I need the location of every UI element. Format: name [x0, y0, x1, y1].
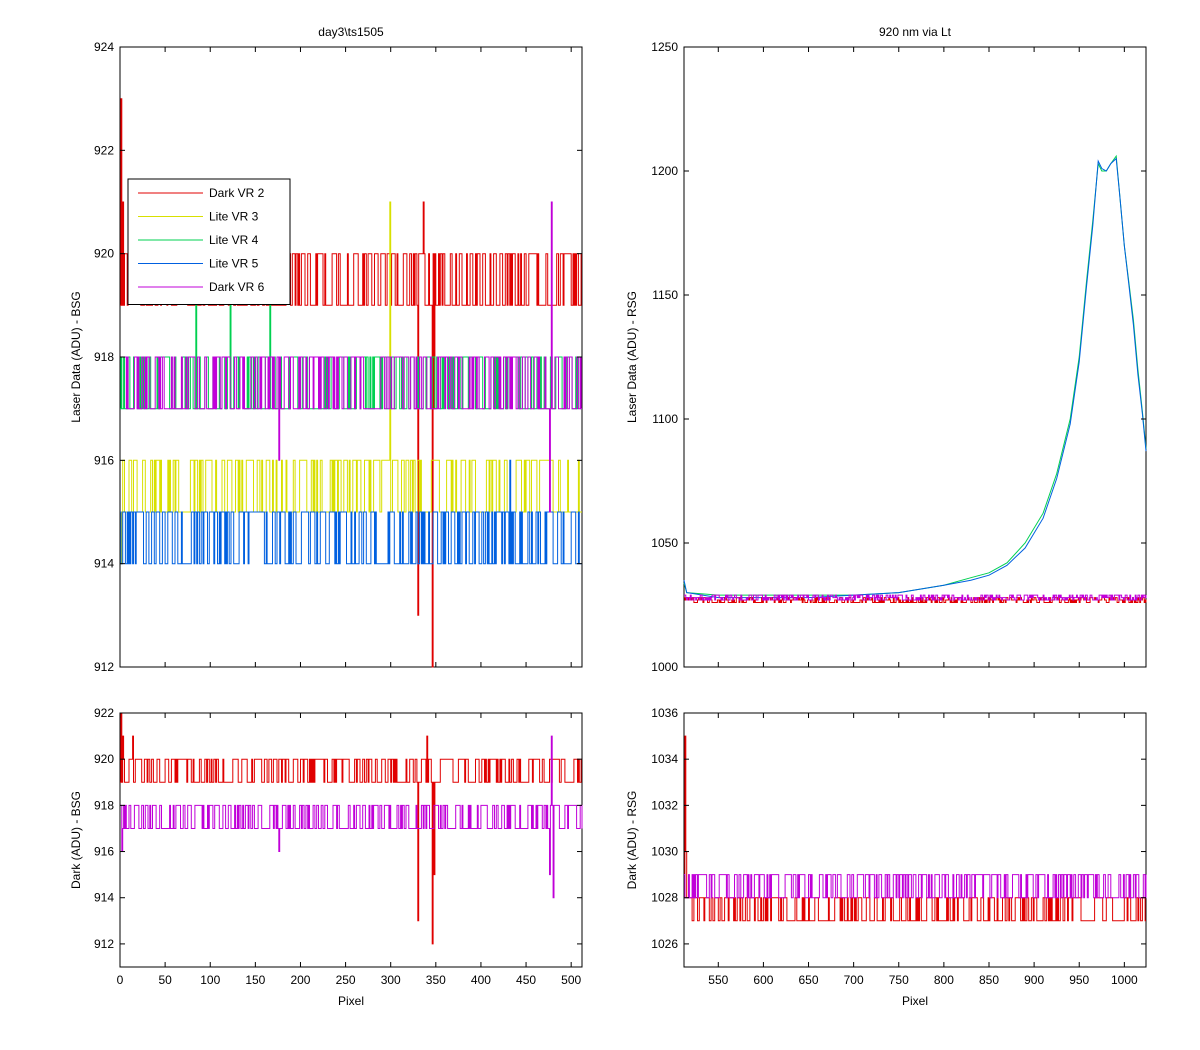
plot-area [119, 712, 583, 968]
panel-bottom-right: 1026 1028 1030 1032 1034 1036 550 600 650 700 750 8… [625, 706, 1147, 1008]
series-line-lite-vr-5 [683, 157, 1147, 599]
y-tick-label: 920 [94, 247, 114, 261]
series-line-lite-vr-3 [120, 201, 582, 565]
legend-label-dark-vr-6: Dark VR 6 [209, 280, 265, 294]
x-tick-label: 950 [1069, 973, 1089, 987]
x-tick-label: 1000 [1111, 973, 1138, 987]
series-layer [684, 735, 1147, 922]
y-tick-label: 1150 [652, 288, 678, 302]
legend-label-dark-vr-2: Dark VR 2 [209, 186, 265, 200]
series-line-lite-vr-5 [120, 459, 582, 565]
y-tick-label: 1050 [651, 536, 678, 550]
x-tick-label: 600 [753, 973, 773, 987]
x-tick-label: 650 [799, 973, 819, 987]
x-tick-label: 700 [844, 973, 864, 987]
y-tick-label: 918 [94, 350, 114, 364]
y-tick-label: 920 [94, 752, 114, 766]
x-tick-label: 250 [336, 973, 356, 987]
axis-layer: 1026 1028 1030 1032 1034 1036 550 600 650 700 750 8… [651, 706, 1146, 987]
series-layer [120, 712, 583, 945]
axis-layer: 1000 1050 1100 1150 1200 1250 [651, 40, 1146, 674]
x-tick-label: 200 [290, 973, 310, 987]
plot-area [683, 712, 1147, 968]
y-tick-label: 1200 [651, 164, 678, 178]
x-tick-label: 100 [200, 973, 220, 987]
y-tick-label: 912 [94, 660, 114, 674]
y-tick-label: 1100 [652, 412, 678, 426]
panel-top-left: 912 914 916 918 920 922 924 day3\ts1505 Laser … [69, 25, 583, 674]
y-tick-label: 1030 [651, 845, 678, 859]
legend-label-lite-vr-3: Lite VR 3 [209, 210, 259, 224]
legend-label-lite-vr-4: Lite VR 4 [209, 233, 259, 247]
legend-label-lite-vr-5: Lite VR 5 [209, 257, 259, 271]
y-tick-label: 1034 [651, 752, 678, 766]
y-tick-label: 1032 [651, 798, 678, 812]
chart-title: day3\ts1505 [318, 25, 384, 39]
legend-box [127, 178, 291, 305]
panel-bottom-left: 912 914 916 918 920 922 0 50 100 150 200 250 300 350 4… [69, 706, 583, 1008]
x-axis-label: Pixel [902, 994, 928, 1008]
series-line-dark-vr-6 [684, 594, 1147, 601]
y-tick-label: 922 [94, 143, 114, 157]
panel-top-right: 1000 1050 1100 1150 1200 1250 920 nm via Lt L… [625, 25, 1147, 674]
y-tick-label: 914 [94, 891, 114, 905]
series-line-dark-vr-6 [120, 735, 583, 899]
y-tick-label: 924 [94, 40, 114, 54]
y-tick-label: 1000 [651, 660, 678, 674]
y-axis-label: Laser Data (ADU) - RSG [625, 291, 639, 423]
plot-area [683, 46, 1147, 668]
series-layer [120, 98, 582, 668]
x-tick-label: 900 [1024, 973, 1044, 987]
series-line-dark-vr-2 [120, 712, 582, 945]
series-layer [683, 154, 1147, 603]
series-line-dark-vr-6 [684, 874, 1147, 899]
x-tick-label: 450 [516, 973, 536, 987]
chart-title: 920 nm via Lt [879, 25, 952, 39]
y-tick-label: 1028 [651, 891, 678, 905]
series-line-dark-vr-6 [120, 201, 582, 513]
x-tick-label: 400 [471, 973, 491, 987]
x-tick-label: 750 [889, 973, 909, 987]
axis-layer: 912 914 916 918 920 922 924 [94, 40, 582, 674]
y-tick-label: 1250 [651, 40, 678, 54]
x-tick-label: 550 [708, 973, 728, 987]
x-tick-label: 300 [381, 973, 401, 987]
y-tick-label: 912 [94, 937, 114, 951]
y-tick-label: 1036 [651, 706, 678, 720]
series-line-dark-vr-2 [120, 98, 582, 668]
y-tick-label: 922 [94, 706, 114, 720]
x-tick-label: 150 [245, 973, 265, 987]
y-tick-label: 918 [94, 798, 114, 812]
y-axis-label: Dark (ADU) - RSG [625, 791, 639, 890]
x-tick-label: 350 [426, 973, 446, 987]
x-axis-label: Pixel [338, 994, 364, 1008]
x-tick-label: 800 [934, 973, 954, 987]
y-tick-label: 916 [94, 845, 114, 859]
x-tick-label: 500 [561, 973, 581, 987]
x-tick-label: 0 [117, 973, 124, 987]
y-tick-label: 916 [94, 453, 114, 467]
x-tick-label: 50 [158, 973, 172, 987]
x-tick-label: 850 [979, 973, 999, 987]
y-tick-label: 1026 [651, 937, 678, 951]
y-tick-label: 914 [94, 557, 114, 571]
y-axis-label: Dark (ADU) - BSG [69, 791, 83, 889]
y-axis-label: Laser Data (ADU) - BSG [69, 291, 83, 422]
legend: Dark VR 2 Lite VR 3 Lite VR 4 Lite VR 5 Dark… [127, 178, 291, 305]
axis-layer: 912 914 916 918 920 922 0 50 100 150 200 250 300 350 4… [94, 706, 582, 987]
